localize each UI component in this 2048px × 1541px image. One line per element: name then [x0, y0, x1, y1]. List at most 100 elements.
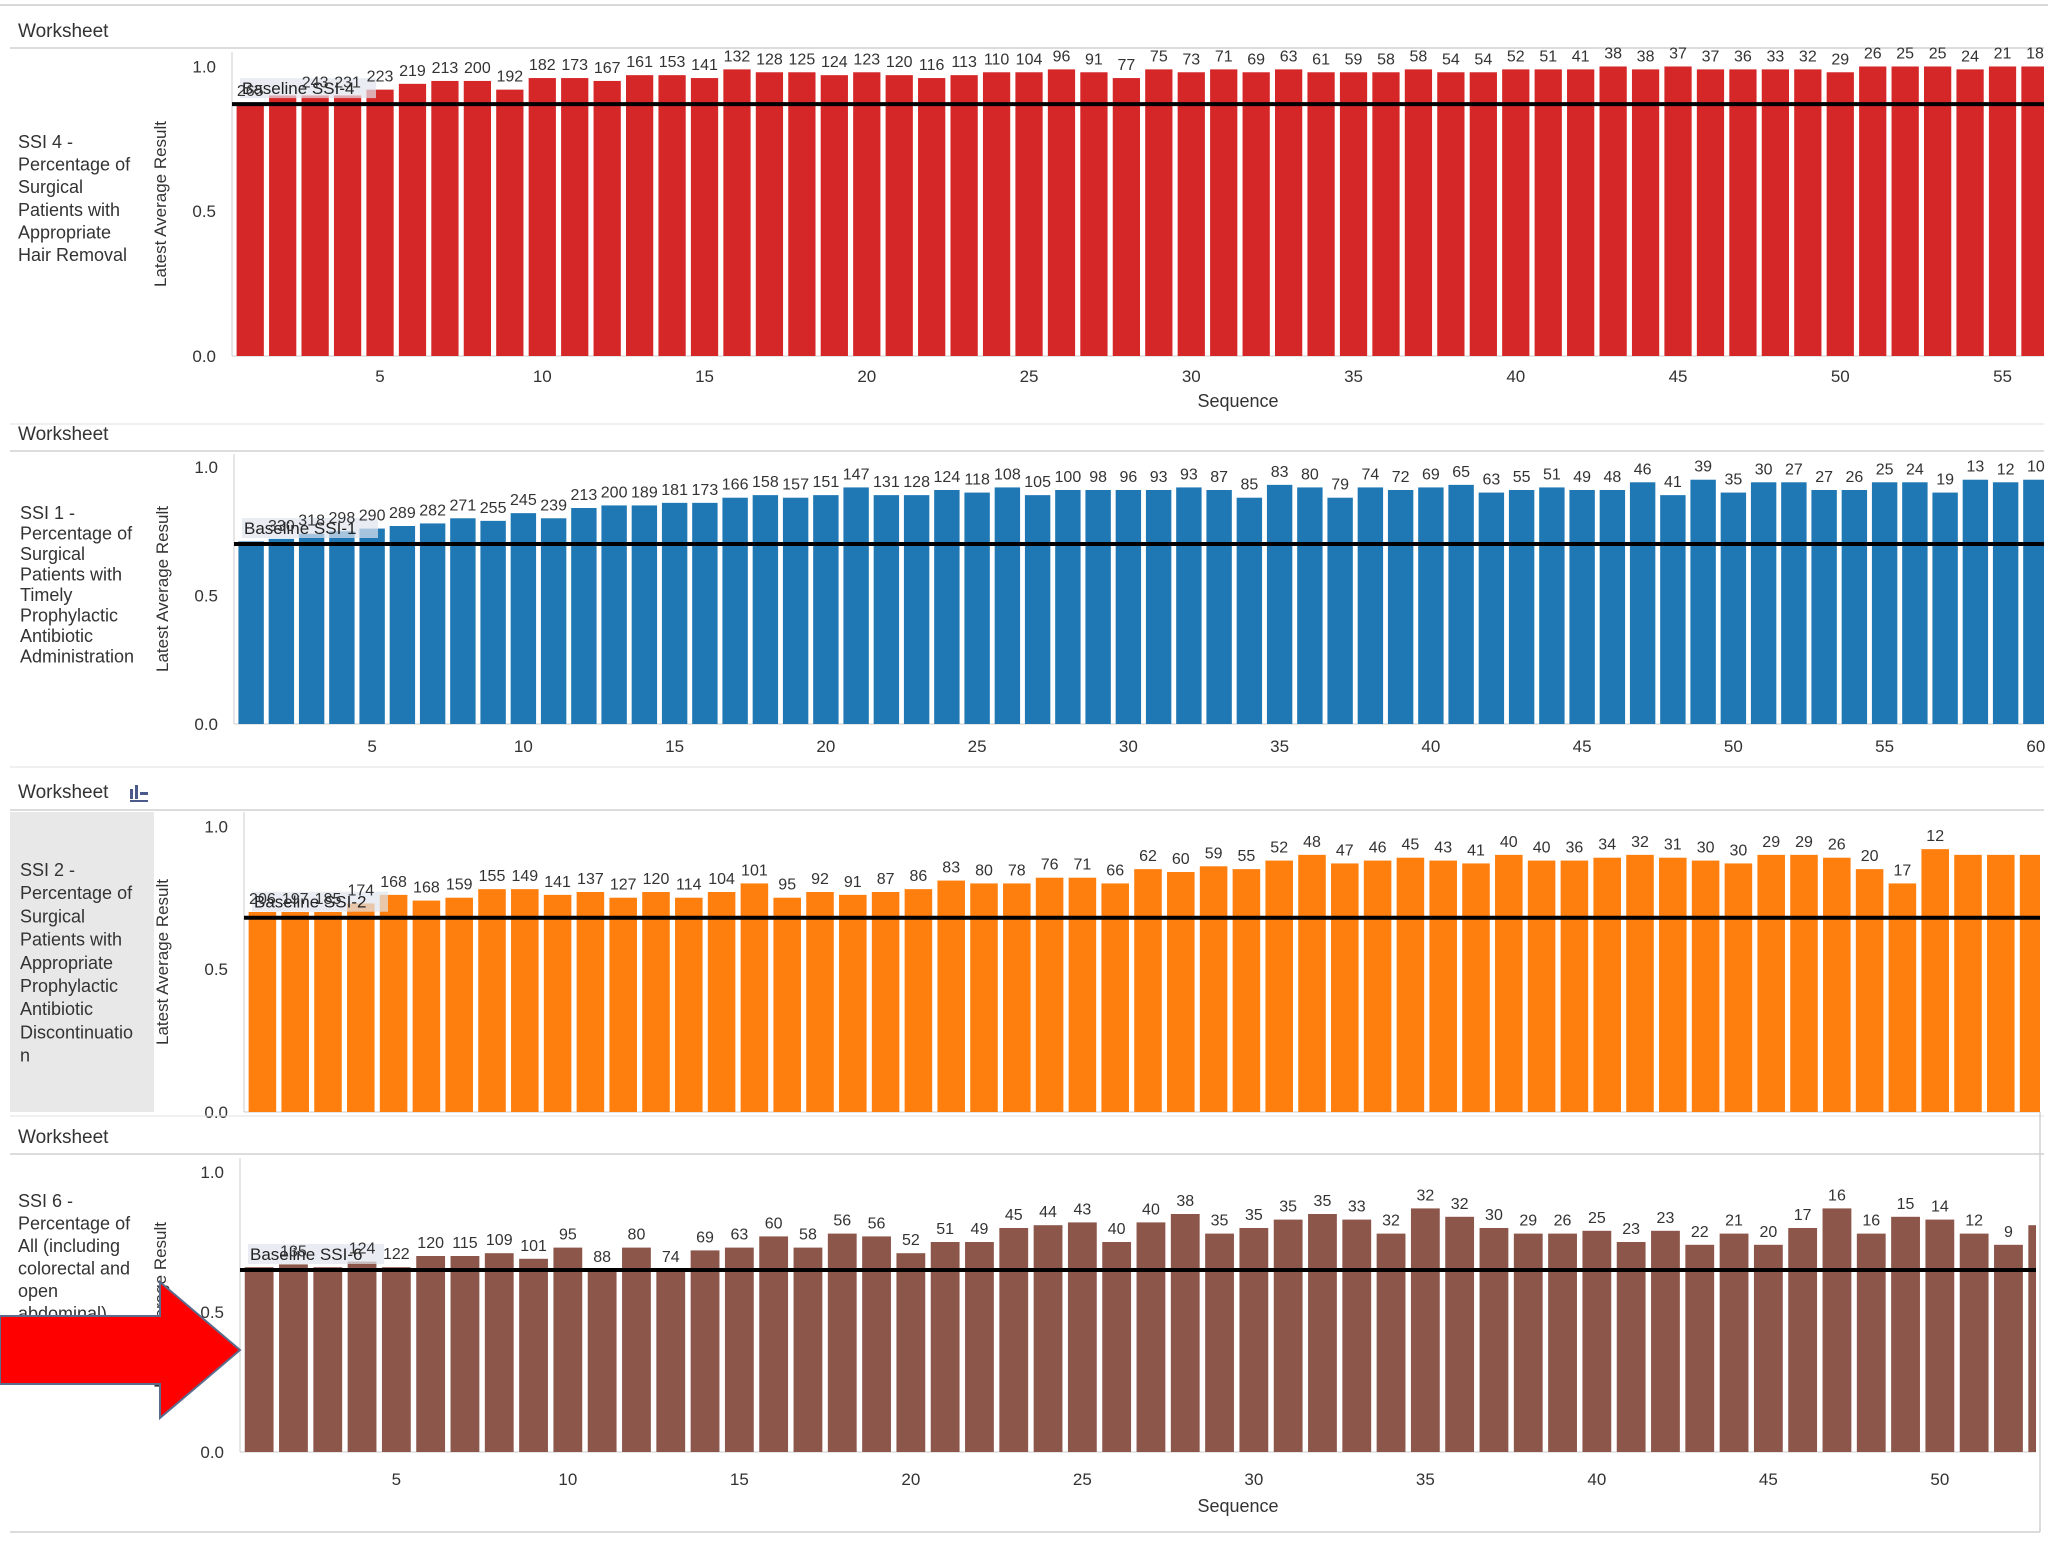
data-label: 166 — [722, 477, 749, 494]
data-label: 239 — [540, 497, 567, 514]
bar — [1719, 1233, 1749, 1452]
data-label: 80 — [975, 862, 993, 879]
bar — [1790, 854, 1818, 1112]
data-label: 85 — [1240, 477, 1258, 494]
data-label: 46 — [1369, 840, 1387, 857]
data-label: 182 — [529, 57, 556, 74]
data-label: 181 — [661, 482, 688, 499]
bar — [478, 889, 506, 1112]
data-label: 43 — [1073, 1201, 1091, 1218]
data-label: 39 — [1694, 459, 1712, 476]
data-label: 271 — [450, 497, 477, 514]
bar — [1826, 72, 1854, 357]
data-label: 26 — [1845, 469, 1863, 486]
bar — [1753, 1244, 1783, 1452]
data-label: 51 — [1543, 466, 1561, 483]
x-tick-label: 10 — [558, 1470, 577, 1489]
bar — [1987, 854, 2015, 1112]
bar — [782, 497, 809, 724]
row-header-line: Patients with — [18, 200, 120, 220]
bar — [1003, 883, 1031, 1112]
row-header-line: Surgical — [20, 906, 85, 926]
data-label: 29 — [1795, 834, 1813, 851]
bar — [1199, 866, 1228, 1112]
bar — [1242, 72, 1270, 357]
data-label: 13 — [1966, 459, 1984, 476]
bar — [625, 75, 654, 357]
bar — [622, 1247, 651, 1452]
x-tick-label: 50 — [1724, 737, 1743, 756]
x-tick-label: 5 — [375, 367, 384, 386]
data-label: 282 — [419, 502, 446, 519]
data-label: 23 — [1622, 1221, 1640, 1238]
bar — [1841, 490, 1868, 724]
row-header-line: open — [18, 1281, 58, 1301]
baseline-label: Baseline SSI-1 — [244, 519, 356, 538]
bar — [690, 78, 719, 357]
data-label: 120 — [643, 871, 670, 888]
data-label: 95 — [778, 877, 796, 894]
data-label: 51 — [936, 1221, 954, 1238]
baseline-label-bg — [252, 891, 388, 912]
x-tick-label: 15 — [730, 1470, 749, 1489]
bar — [1404, 69, 1433, 356]
x-tick-label: 25 — [968, 737, 987, 756]
bar — [1387, 490, 1414, 724]
data-label: 54 — [1474, 51, 1492, 68]
bar — [999, 1228, 1029, 1452]
bar — [268, 538, 295, 724]
data-label: 109 — [486, 1232, 513, 1249]
data-label: 52 — [902, 1232, 920, 1249]
bar — [690, 1250, 720, 1452]
bar — [970, 883, 998, 1112]
data-label: 101 — [520, 1238, 547, 1255]
bar — [752, 495, 779, 724]
data-label: 104 — [1016, 51, 1043, 68]
data-label: 45 — [1005, 1207, 1023, 1224]
bar — [1136, 1222, 1166, 1452]
data-label: 128 — [756, 51, 783, 68]
row-header-line: Percentage of — [18, 155, 131, 175]
bar — [1331, 863, 1359, 1112]
y-tick-label: 0.5 — [192, 202, 216, 221]
data-label: 318 — [298, 513, 325, 530]
bar — [1469, 72, 1497, 357]
bar — [398, 83, 427, 356]
bar — [656, 1270, 686, 1452]
data-label: 33 — [1348, 1199, 1366, 1216]
x-tick-label: 55 — [1993, 367, 2012, 386]
data-label: 32 — [1451, 1196, 1469, 1213]
y-axis-label: Latest Average Result — [153, 506, 172, 672]
bar — [1297, 487, 1323, 724]
bar — [1112, 78, 1141, 357]
bar — [1631, 69, 1660, 356]
bar — [1067, 1222, 1097, 1452]
data-label: 116 — [919, 57, 945, 74]
bar — [543, 894, 572, 1112]
data-label: 21 — [1725, 1213, 1743, 1230]
bar — [236, 104, 264, 356]
y-tick-label: 1.0 — [192, 57, 216, 76]
data-label: 48 — [1603, 469, 1621, 486]
data-label: 74 — [1361, 466, 1379, 483]
bar — [723, 69, 751, 356]
bar — [1495, 854, 1523, 1112]
y-tick-label: 0.5 — [200, 1303, 224, 1322]
row-header-line: Appropriate — [18, 222, 111, 242]
bar — [1891, 1216, 1920, 1452]
baseline-label: Baseline SSI-2 — [254, 893, 366, 912]
data-label: 219 — [399, 63, 426, 80]
bar — [843, 487, 869, 724]
worksheet-label: Worksheet — [18, 424, 109, 445]
bar — [1599, 490, 1626, 724]
data-label: 14 — [1931, 1199, 1949, 1216]
x-tick-label: 35 — [1344, 367, 1363, 386]
data-label: 58 — [1410, 48, 1428, 65]
bar — [1720, 492, 1747, 724]
bar — [1959, 1233, 1989, 1452]
bar — [496, 89, 524, 356]
bar — [788, 72, 816, 357]
bar — [1626, 854, 1654, 1112]
data-label: 161 — [626, 54, 653, 71]
data-label: 20 — [1861, 848, 1879, 865]
